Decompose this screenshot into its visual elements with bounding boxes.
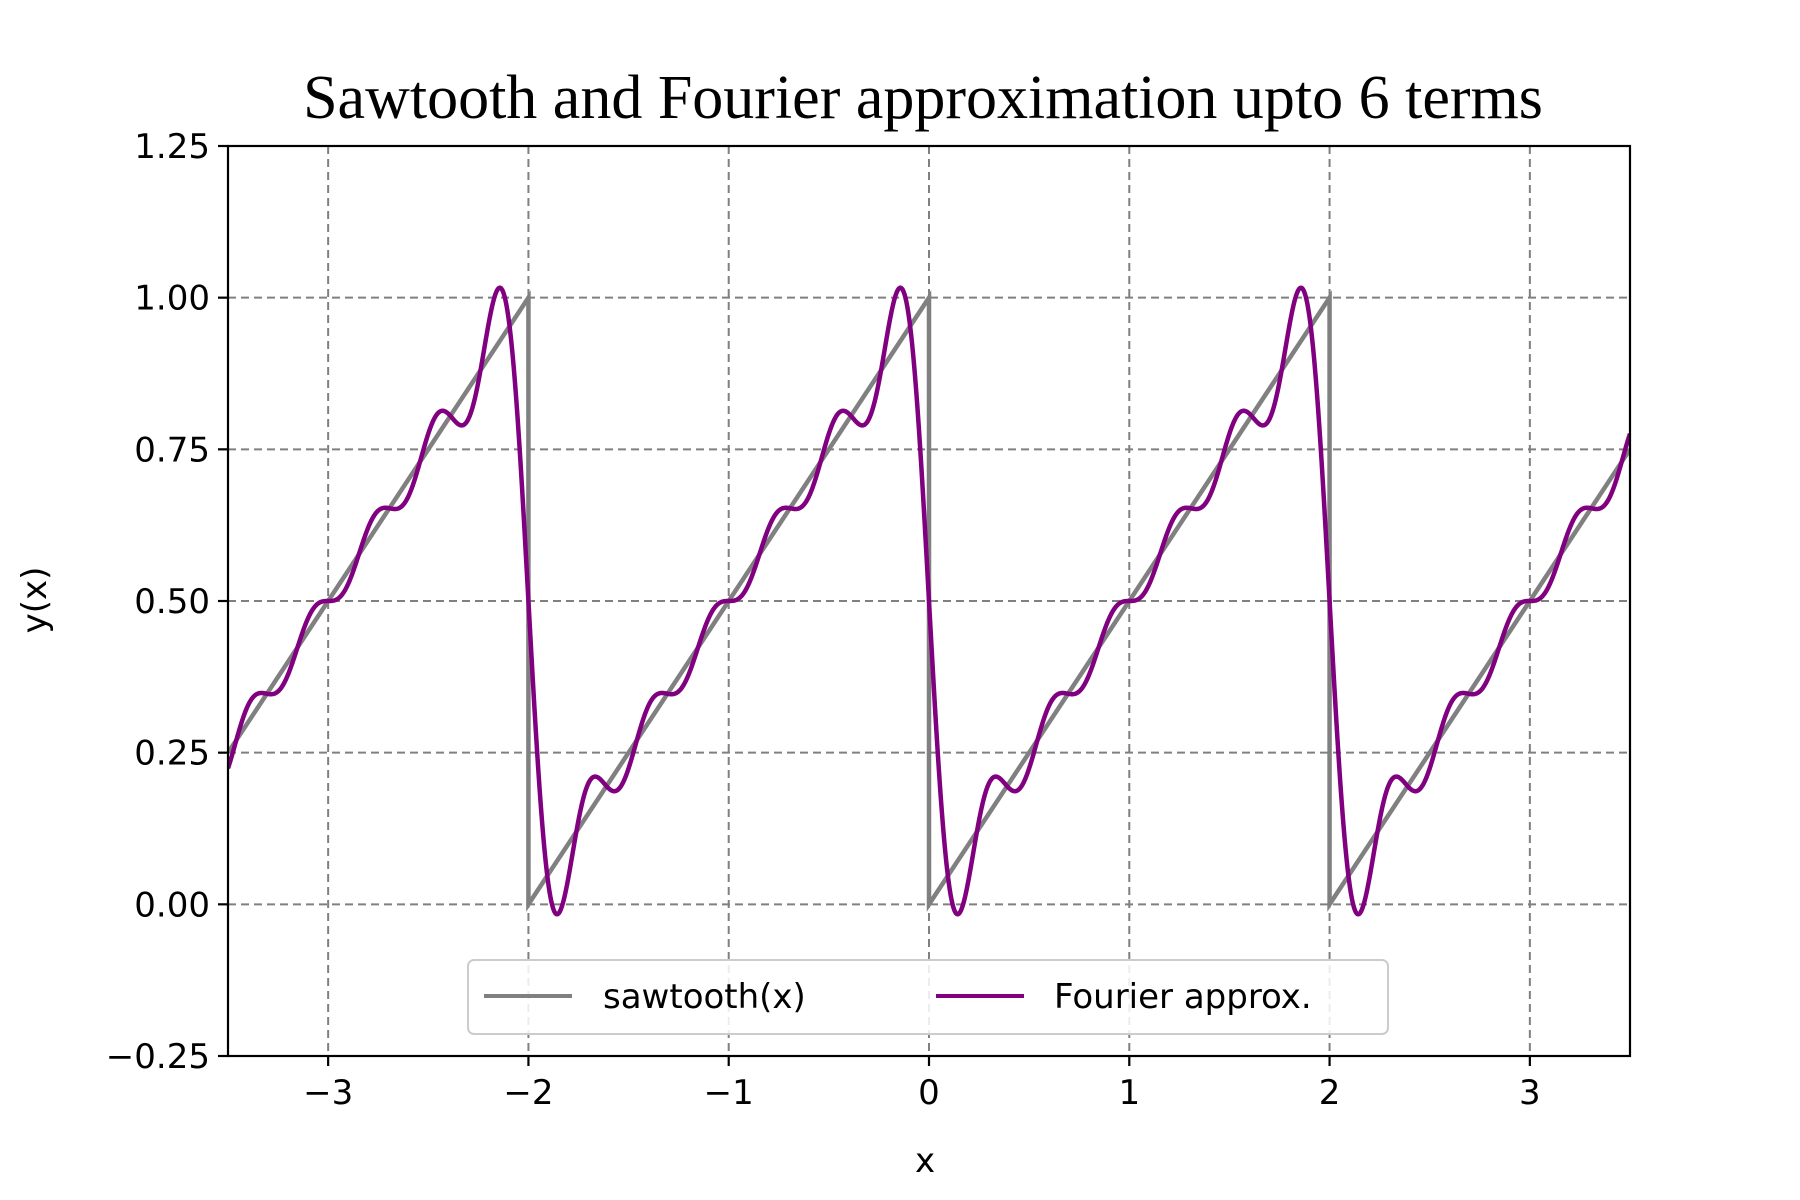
plot-area (228, 285, 1630, 917)
x-tick-label-6: 3 (1519, 1073, 1541, 1113)
y-tick-label-4: 0.75 (134, 430, 210, 470)
x-tick-label-3: 0 (918, 1073, 940, 1113)
axis-ticks: −3 −2 −1 0 1 2 3 −0.25 0.00 0.25 0.50 0.75 1.00 1.25 (106, 127, 1541, 1113)
series-group (228, 285, 1630, 917)
x-axis-label: x (915, 1141, 935, 1181)
series-line-fourier (228, 285, 1630, 917)
y-tick-label-6: 1.25 (134, 127, 210, 167)
y-tick-label-0: −0.25 (106, 1037, 210, 1077)
chart-title: Sawtooth and Fourier approximation upto … (303, 64, 1543, 132)
legend-label-fourier: Fourier approx. (1054, 977, 1312, 1017)
y-tick-label-5: 1.00 (134, 279, 210, 319)
legend-box (467, 959, 1389, 1035)
x-tick-label-4: 1 (1118, 1073, 1140, 1113)
y-tick-label-3: 0.50 (134, 582, 210, 622)
legend-label-sawtooth: sawtooth(x) (603, 977, 806, 1017)
y-axis-label: y(x) (15, 567, 55, 634)
x-tick-label-2: −1 (704, 1073, 754, 1113)
x-tick-label-0: −3 (303, 1073, 353, 1113)
y-tick-label-2: 0.25 (134, 734, 210, 774)
x-tick-label-1: −2 (503, 1073, 553, 1113)
x-tick-label-5: 2 (1319, 1073, 1341, 1113)
legend: sawtooth(x) Fourier approx. (467, 959, 1389, 1035)
y-tick-label-1: 0.00 (134, 885, 210, 925)
